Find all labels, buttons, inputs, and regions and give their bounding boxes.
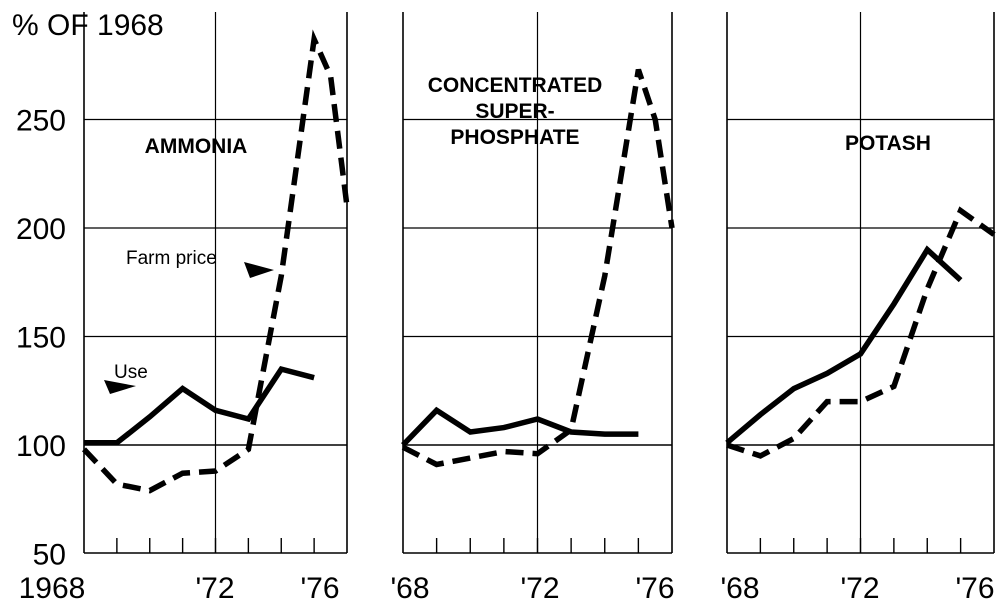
- panel-title: CONCENTRATED: [428, 74, 603, 97]
- x-tick-label: '76: [300, 572, 339, 603]
- farm-price-line: [401, 68, 675, 468]
- farm-price-annotation: Farm price: [126, 248, 217, 269]
- use-line: [84, 365, 315, 446]
- x-tick-label: '72: [520, 572, 559, 603]
- x-tick-label: '68: [720, 572, 759, 603]
- y-tick-label: 150: [16, 322, 66, 355]
- farm-price-pointer: [244, 262, 274, 278]
- use-pointer: [104, 380, 136, 394]
- grid-layer: [84, 12, 994, 553]
- use-annotation: Use: [114, 362, 148, 383]
- panel-title: AMMONIA: [145, 135, 248, 158]
- y-tick-label: 200: [16, 213, 66, 246]
- x-tick-label: '76: [635, 572, 674, 603]
- x-tick-label: '72: [840, 572, 879, 603]
- panel-title: POTASH: [845, 132, 931, 155]
- panel-title: SUPER-: [475, 100, 554, 123]
- panel-title: PHOSPHATE: [450, 126, 579, 149]
- text-layer: % OF 1968 50 100 150 200 250 AMMONIA 1968 '72 '7…: [12, 9, 995, 603]
- x-tick-label: 1968: [19, 572, 86, 603]
- x-tick-label: '72: [195, 572, 234, 603]
- panel-frames: [83, 12, 995, 554]
- y-tick-label: 50: [33, 539, 66, 572]
- farm-price-line: [82, 29, 350, 494]
- x-tick-label: '68: [390, 572, 429, 603]
- y-axis-label: % OF 1968: [12, 9, 164, 42]
- y-tick-label: 100: [16, 430, 66, 463]
- y-tick-label: 250: [16, 105, 66, 138]
- farm-price-line: [726, 206, 996, 459]
- x-tick-label: '76: [955, 572, 994, 603]
- use-line: [725, 245, 963, 445]
- use-line: [401, 406, 639, 447]
- series-layer: [82, 29, 996, 494]
